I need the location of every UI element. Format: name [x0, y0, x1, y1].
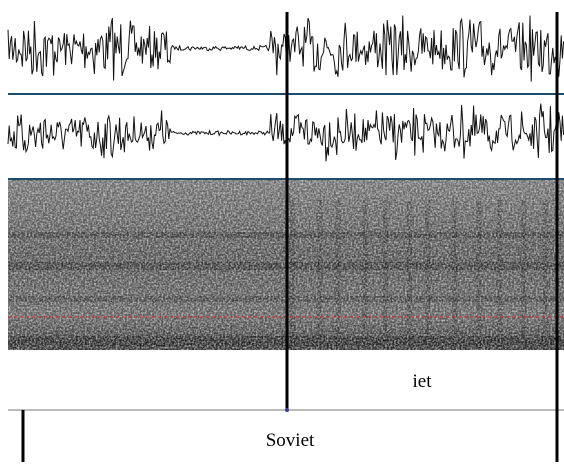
- tier-2-label[interactable]: Soviet: [266, 430, 315, 451]
- boundary-point: [285, 408, 289, 412]
- tier-1-label[interactable]: iet: [413, 371, 433, 392]
